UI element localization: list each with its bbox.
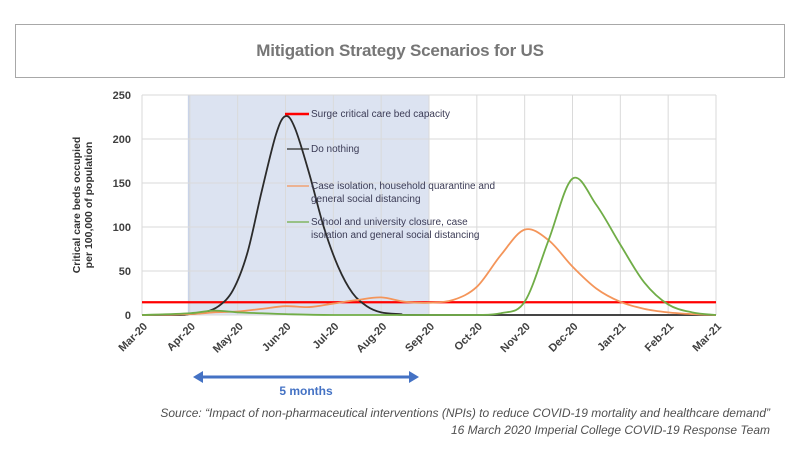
series-line-2 xyxy=(141,228,717,316)
x-tick-label: Jun-20 xyxy=(260,321,294,355)
legend-item: School and university closure, case isola… xyxy=(287,217,479,241)
shaded-period xyxy=(188,95,429,315)
x-tick-label: Jan-21 xyxy=(595,321,628,354)
legend-label: isolation and general social distancing xyxy=(311,230,479,241)
duration-label: 5 months xyxy=(279,384,333,398)
legend-label: Do nothing xyxy=(311,144,359,155)
x-tick-label: Jul-20 xyxy=(310,321,341,352)
legend-item: Do nothing xyxy=(287,144,359,155)
y-axis-label-line1: Critical care beds occupied xyxy=(71,137,83,274)
series-line-3 xyxy=(141,176,717,316)
x-tick-label: Nov-20 xyxy=(498,321,532,355)
source-line-2: 16 March 2020 Imperial College COVID-19 … xyxy=(450,423,770,437)
x-tick-label: Mar-21 xyxy=(691,321,725,355)
x-tick-label: May-20 xyxy=(211,321,246,356)
y-tick-label: 0 xyxy=(125,310,131,322)
legend-label: general social distancing xyxy=(311,194,421,205)
x-tick-label: Oct-20 xyxy=(452,321,485,354)
x-tick-label: Mar-20 xyxy=(117,321,151,355)
title-box: Mitigation Strategy Scenarios for US xyxy=(15,24,785,78)
x-tick-label: Dec-20 xyxy=(547,321,581,355)
x-tick-label: Feb-21 xyxy=(643,321,677,355)
y-tick-label: 250 xyxy=(113,90,131,102)
x-tick-label: Apr-20 xyxy=(165,321,198,354)
y-tick-label: 50 xyxy=(119,266,131,278)
legend-item: Surge critical care bed capacity xyxy=(285,109,450,120)
duration-arrow xyxy=(193,371,419,383)
legend-label: Surge critical care bed capacity xyxy=(311,109,450,120)
legend-label: Case isolation, household quarantine and xyxy=(311,181,495,192)
y-tick-label: 200 xyxy=(113,134,131,146)
legend-item: Case isolation, household quarantine and… xyxy=(287,181,495,205)
source-line-1: Source: “Impact of non-pharmaceutical in… xyxy=(160,406,770,420)
chart-title: Mitigation Strategy Scenarios for US xyxy=(256,41,544,60)
legend-label: School and university closure, case xyxy=(311,217,468,228)
y-tick-label: 150 xyxy=(113,178,131,190)
y-axis-label: Critical care beds occupied per 100,000 … xyxy=(71,137,95,274)
y-axis-label-line2: per 100,000 of population xyxy=(83,142,95,269)
source-citation: Source: “Impact of non-pharmaceutical in… xyxy=(160,405,770,439)
y-tick-label: 100 xyxy=(113,222,131,234)
x-tick-label: Sep-20 xyxy=(403,321,437,355)
x-tick-label: Aug-20 xyxy=(354,321,389,356)
